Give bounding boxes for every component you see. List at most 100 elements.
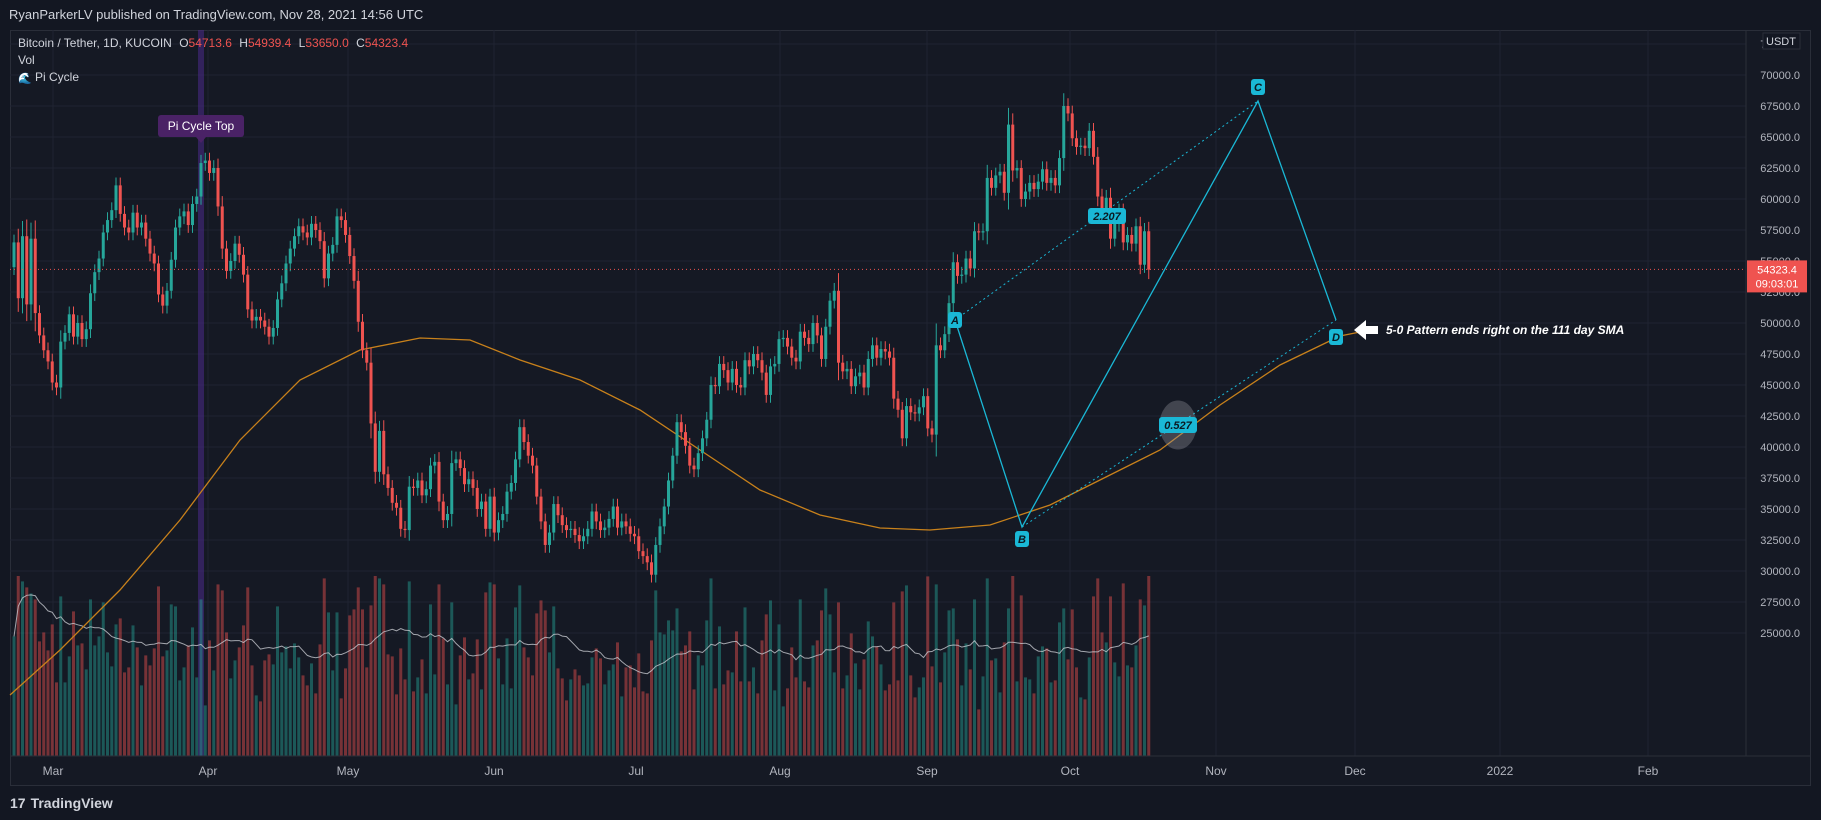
volume-bar (110, 666, 114, 756)
candle-body (577, 535, 581, 542)
candle-body (926, 396, 930, 429)
candle-body (709, 385, 713, 420)
time-axis: Mar Apr May Jun Jul Aug Sep Oct Nov Dec 2022 Feb (10, 755, 1810, 778)
volume-bar (225, 632, 228, 756)
volume-legend[interactable]: Vol (18, 53, 35, 67)
candle-body (250, 309, 254, 321)
volume-bar (709, 578, 713, 756)
price-tick-label: 25000.0 (1760, 628, 1800, 640)
symbol-title[interactable]: Bitcoin / Tether, 1D, KUCOIN (18, 36, 172, 50)
volume-bar (488, 582, 492, 756)
volume-bar (1032, 693, 1036, 756)
volume-bar (140, 685, 143, 756)
ohlc-row: Bitcoin / Tether, 1D, KUCOIN O54713.6 H5… (18, 35, 408, 52)
candle-body (1066, 106, 1070, 114)
candle-body (305, 232, 309, 238)
volume-bar (101, 602, 105, 756)
candle-body (586, 528, 590, 537)
candle-body (526, 442, 530, 456)
high-value: 54939.4 (247, 36, 292, 50)
volume-bar (888, 684, 891, 756)
volume-bar (1104, 642, 1108, 756)
candle-body (101, 232, 105, 259)
volume-bar (824, 588, 828, 756)
candle-body (195, 196, 199, 204)
candle-body (794, 357, 798, 362)
candle-body (72, 314, 75, 337)
volume-bar (382, 584, 386, 756)
candle-body (25, 236, 29, 305)
candle-body (433, 461, 437, 466)
candle-body (543, 521, 547, 545)
candle-body (246, 274, 250, 310)
candle-body (131, 212, 135, 233)
volume-bar (429, 604, 432, 756)
candle-body (174, 227, 177, 260)
candle-body (730, 368, 734, 383)
candle-body (888, 351, 891, 358)
candle-body (220, 206, 224, 249)
volume-bar (212, 670, 216, 756)
volume-bar (900, 591, 904, 756)
volume-bar (339, 698, 343, 756)
volume-bar (637, 653, 641, 756)
volume-bar (679, 651, 683, 756)
last-price-tag-bg (1747, 260, 1807, 293)
candle-body (1121, 211, 1125, 243)
volume-bar (735, 631, 738, 756)
candle-body (539, 496, 543, 522)
publish-info: RyanParkerLV published on TradingView.co… (9, 7, 424, 22)
volume-bar (1100, 632, 1104, 756)
price-tick-label: 40000.0 (1760, 442, 1800, 454)
volume-bar (658, 632, 662, 756)
candle-body (1113, 223, 1117, 239)
candle-body (922, 396, 925, 408)
candle-body (233, 243, 237, 261)
candle-body (356, 280, 360, 322)
volume-bar (501, 684, 505, 756)
candle-body (1104, 197, 1108, 216)
volume-ma-line (13, 594, 1149, 675)
volume-bar (560, 678, 564, 756)
indicator-icon: 🌊 (18, 73, 32, 85)
candle-body (365, 350, 369, 363)
candle-body (118, 185, 122, 214)
volume-bar (407, 581, 411, 756)
volume-bar (960, 685, 964, 756)
volume-bar (1036, 656, 1040, 756)
volume-bar (480, 689, 483, 756)
candle-body (144, 222, 148, 239)
time-tick-label: May (337, 764, 360, 778)
candle-body (964, 258, 968, 275)
volume-bar (777, 624, 781, 756)
candle-body (106, 220, 109, 233)
candle-body (722, 363, 726, 371)
candle-body (994, 175, 998, 188)
volume-bar (203, 705, 207, 756)
candle-body (373, 423, 377, 472)
volume-bar (356, 587, 360, 756)
volume-bar (990, 660, 993, 756)
volume-bar (288, 668, 292, 756)
candle-body (990, 177, 993, 188)
volume-bar (684, 645, 687, 756)
last-price-tag: 54323.4 (1757, 264, 1797, 276)
candle-body (879, 349, 883, 358)
indicator-legend[interactable]: 🌊 Pi Cycle (18, 69, 408, 86)
tradingview-logo[interactable]: 17 TradingView (10, 795, 113, 811)
candle-body (1070, 113, 1074, 139)
volume-bar (1147, 576, 1151, 756)
price-tick-label: 62500.0 (1760, 163, 1800, 175)
candle-body (620, 521, 624, 528)
volume-bar (229, 678, 233, 756)
volume-bar (905, 585, 908, 756)
volume-bar (33, 599, 37, 756)
candle-body (1015, 168, 1019, 171)
volume-bar (943, 652, 947, 756)
candle-body (832, 290, 836, 301)
volume-bar (271, 664, 275, 756)
candle-body (896, 398, 900, 410)
candle-body (518, 427, 522, 460)
candle-body (667, 480, 670, 507)
